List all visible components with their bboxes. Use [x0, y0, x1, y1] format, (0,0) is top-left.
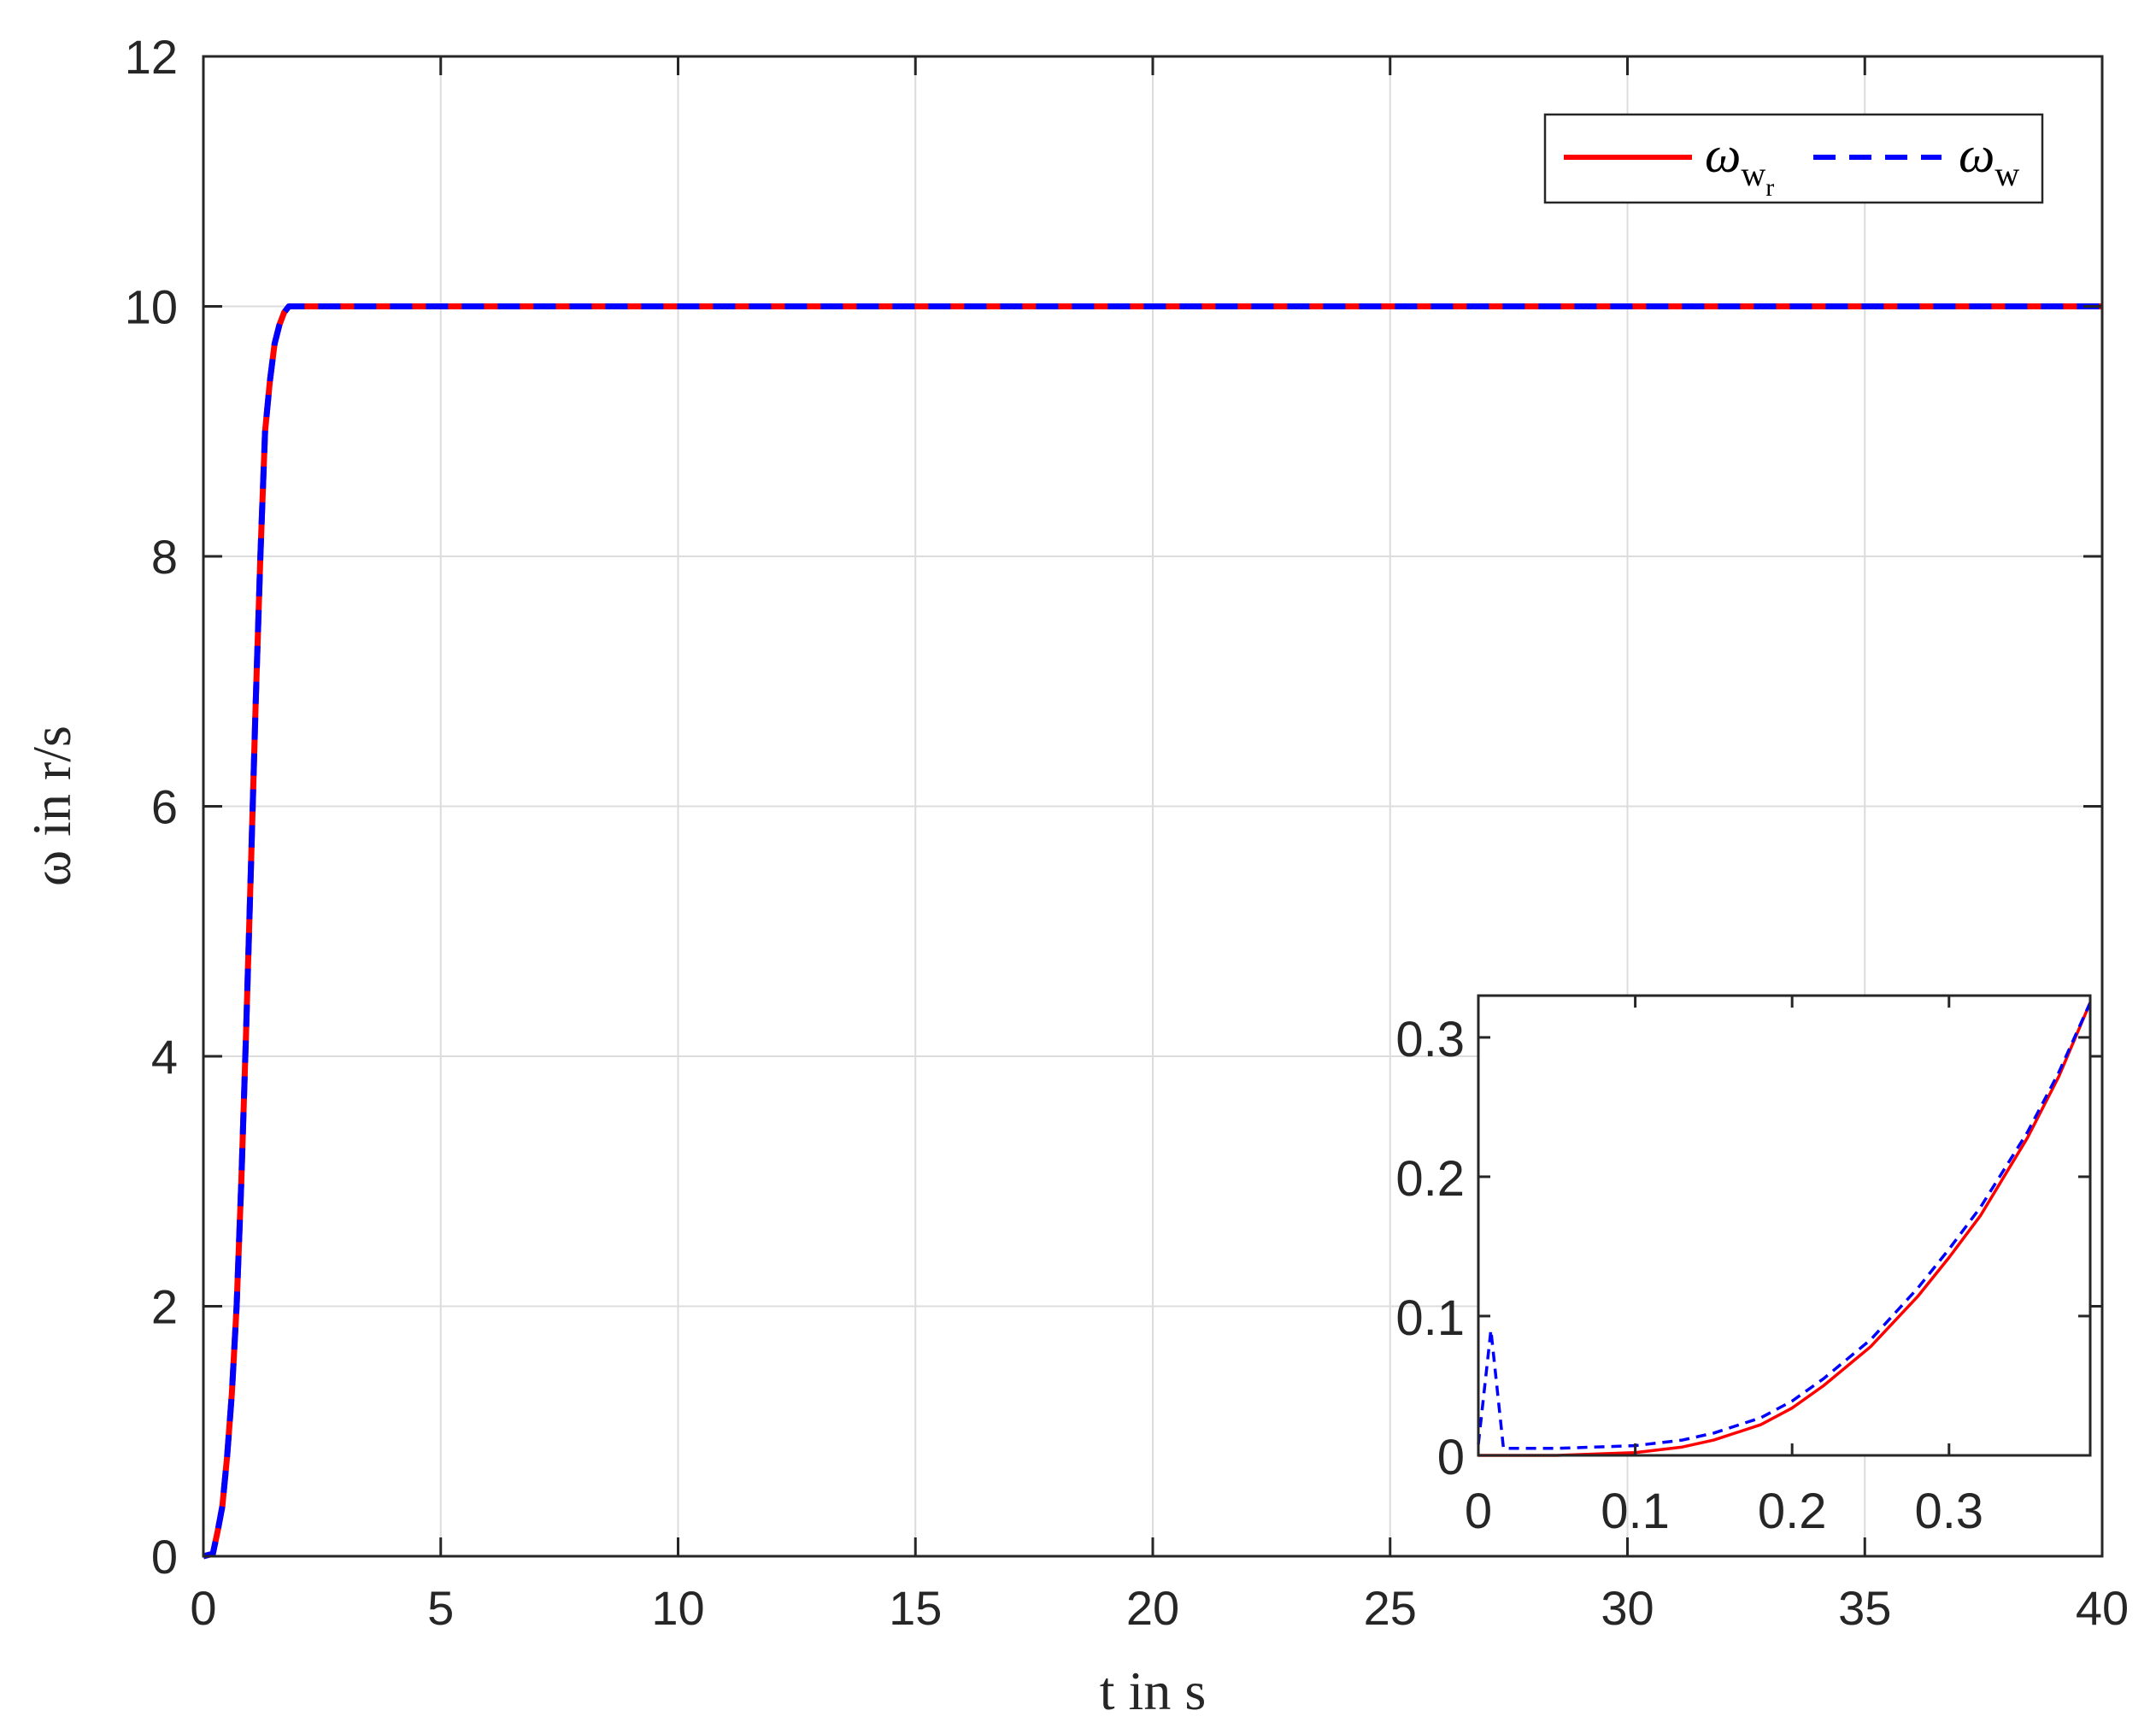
inset-x-tick-label: 0 — [1465, 1484, 1492, 1539]
inset-x-tick-label: 0.3 — [1914, 1484, 1983, 1539]
legend: ωwr ωw — [1543, 113, 2044, 204]
y-axis-title: ω in r/s — [21, 726, 82, 886]
legend-label-w: ωw — [1959, 126, 2019, 193]
y-tick-label: 8 — [151, 530, 178, 584]
y-tick-labels: 0 2 4 6 8 10 12 — [125, 30, 178, 1584]
inset-x-tick-label: 0.1 — [1601, 1484, 1670, 1539]
y-tick-label: 2 — [151, 1280, 178, 1334]
inset-series-line-1 — [1477, 1002, 2092, 1450]
legend-label-wr: ωwr — [1705, 126, 1774, 202]
inset-background — [1478, 996, 2090, 1455]
x-tick-label: 15 — [889, 1581, 942, 1635]
series-line-1 — [203, 303, 2102, 1560]
x-axis-title: t in s — [1100, 1660, 1206, 1721]
inset-chart: 0 0.1 0.2 0.3 0 0.1 0.2 0.3 — [1395, 994, 2092, 1539]
y-tick-label: 4 — [151, 1030, 178, 1084]
x-tick-label: 10 — [651, 1581, 704, 1635]
inset-x-tick-label: 0.2 — [1758, 1484, 1827, 1539]
x-tick-label: 25 — [1364, 1581, 1417, 1635]
inset-axes-frame — [1477, 994, 2092, 1457]
x-tick-label: 20 — [1126, 1581, 1179, 1635]
inset-y-tick-label: 0 — [1437, 1430, 1465, 1485]
inset-y-tick-label: 0.3 — [1395, 1012, 1465, 1067]
y-tick-label: 0 — [151, 1530, 178, 1584]
y-tick-label: 10 — [125, 280, 178, 334]
inset-series-line-0 — [1478, 1002, 2092, 1457]
x-tick-label: 40 — [2076, 1581, 2129, 1635]
x-tick-label: 35 — [1838, 1581, 1891, 1635]
y-tick-label: 12 — [125, 30, 178, 84]
x-tick-labels: 0 5 10 15 20 25 30 35 40 — [190, 1581, 2129, 1635]
inset-y-tick-label: 0.1 — [1395, 1290, 1465, 1346]
inset-x-tick-labels: 0 0.1 0.2 0.3 — [1465, 1484, 1983, 1539]
inset-y-tick-label: 0.2 — [1395, 1151, 1465, 1207]
main-series-layer — [203, 303, 2102, 1560]
inset-series-layer — [1477, 1002, 2092, 1457]
x-tick-label: 0 — [190, 1581, 216, 1635]
x-tick-label: 30 — [1601, 1581, 1654, 1635]
y-tick-label: 6 — [151, 780, 178, 834]
inset-y-tick-labels: 0 0.1 0.2 0.3 — [1395, 1012, 1465, 1485]
inset-ticks — [1477, 996, 2090, 1457]
x-tick-label: 5 — [427, 1581, 454, 1635]
